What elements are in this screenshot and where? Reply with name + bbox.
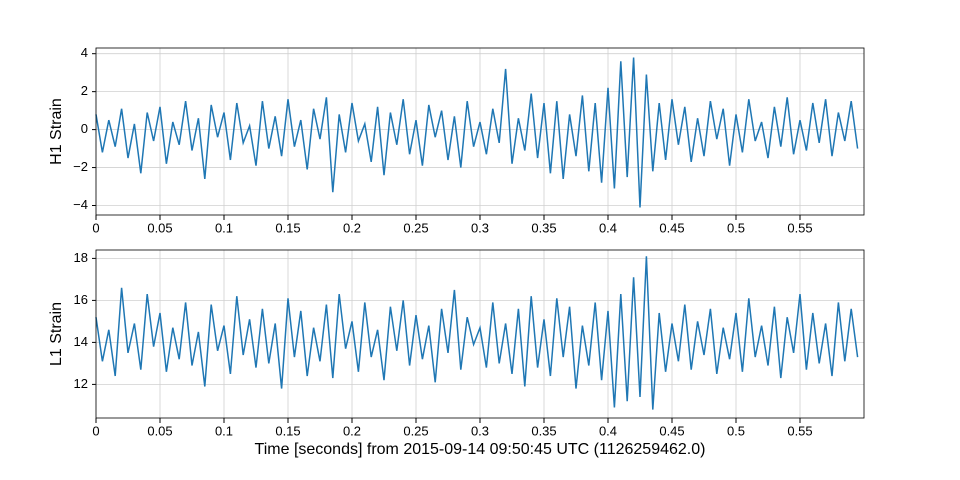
x-tick-label: 0.55 xyxy=(787,423,812,438)
y-axis-label: L1 Strain xyxy=(48,302,65,366)
x-tick-label: 0.15 xyxy=(275,220,300,235)
x-tick-label: 0.35 xyxy=(531,220,556,235)
x-tick-label: 0.4 xyxy=(599,423,617,438)
y-tick-label: 2 xyxy=(81,83,88,98)
x-tick-label: 0.4 xyxy=(599,220,617,235)
x-tick-label: 0.45 xyxy=(659,423,684,438)
strain-line xyxy=(95,57,859,208)
strain-line xyxy=(95,256,859,410)
y-tick-label: −2 xyxy=(73,159,88,174)
x-axis-label: Time [seconds] from 2015-09-14 09:50:45 … xyxy=(255,441,706,458)
x-tick-label: 0.3 xyxy=(471,423,489,438)
x-tick-label: 0.5 xyxy=(727,423,745,438)
x-tick-label: 0 xyxy=(92,220,99,235)
y-tick-label: 4 xyxy=(81,45,88,60)
x-tick-label: 0.05 xyxy=(147,220,172,235)
x-tick-label: 0.3 xyxy=(471,220,489,235)
x-tick-label: 0.45 xyxy=(659,220,684,235)
x-tick-label: 0.2 xyxy=(343,423,361,438)
x-tick-label: 0.05 xyxy=(147,423,172,438)
x-tick-label: 0.2 xyxy=(343,220,361,235)
y-tick-label: 18 xyxy=(74,250,88,265)
x-tick-label: 0.25 xyxy=(403,220,428,235)
x-tick-label: 0 xyxy=(92,423,99,438)
x-tick-label: 0.1 xyxy=(215,220,233,235)
y-axis-label: H1 Strain xyxy=(48,98,65,165)
y-tick-label: 0 xyxy=(81,121,88,136)
x-tick-label: 0.15 xyxy=(275,423,300,438)
x-tick-label: 0.5 xyxy=(727,220,745,235)
x-tick-label: 0.25 xyxy=(403,423,428,438)
axes-frame xyxy=(95,249,865,419)
y-tick-label: 16 xyxy=(74,292,88,307)
axes-frame xyxy=(95,47,865,216)
x-tick-label: 0.1 xyxy=(215,423,233,438)
y-tick-label: −4 xyxy=(73,197,88,212)
y-tick-label: 12 xyxy=(74,376,88,391)
y-tick-label: 14 xyxy=(74,334,88,349)
x-tick-label: 0.35 xyxy=(531,423,556,438)
x-tick-label: 0.55 xyxy=(787,220,812,235)
